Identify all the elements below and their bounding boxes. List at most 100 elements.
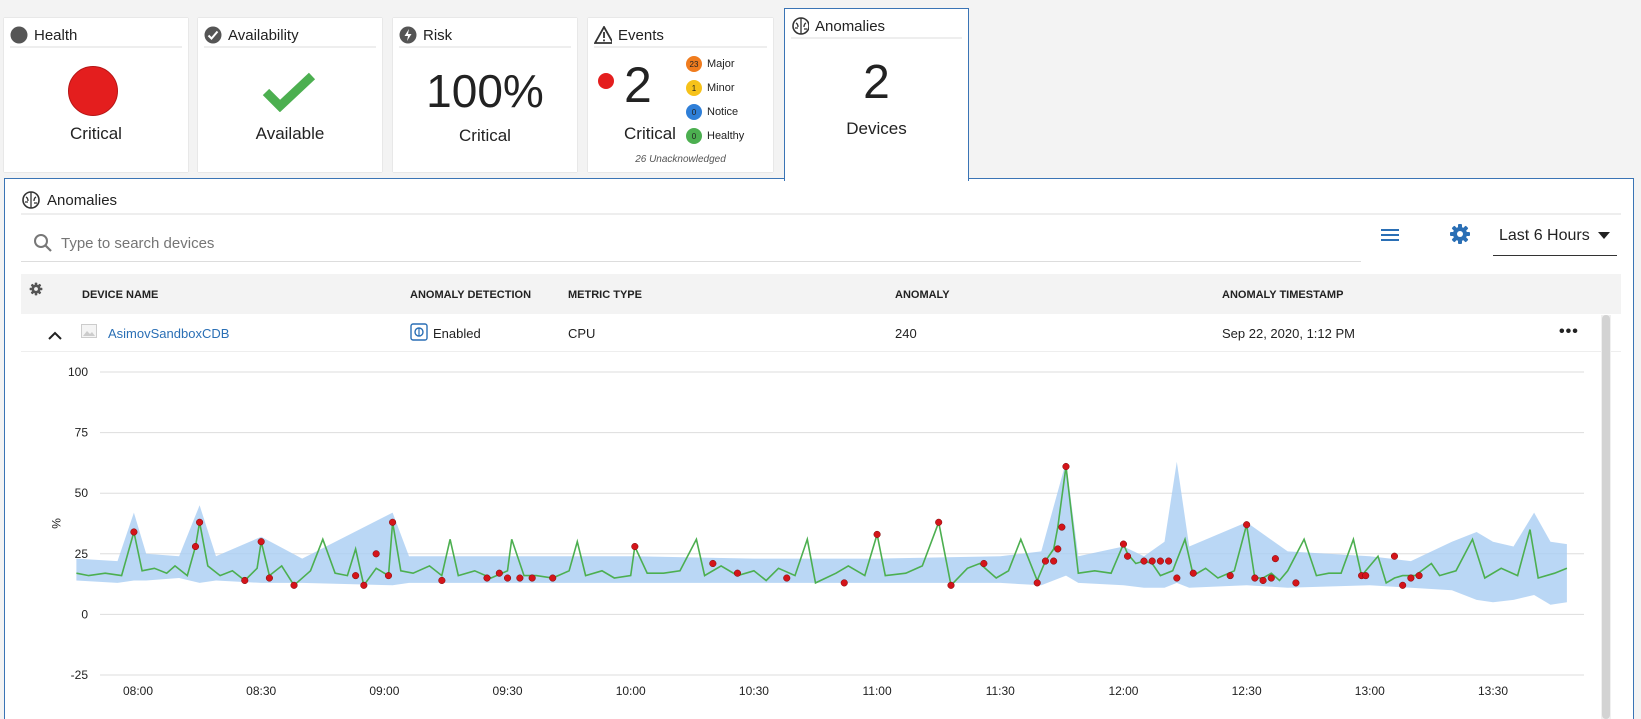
anomaly-point: [483, 574, 491, 582]
severity-count-badge: 0: [686, 104, 702, 120]
events-critical-dot: [598, 73, 614, 89]
anomaly-point: [733, 569, 742, 577]
event-severity-row[interactable]: 1 Minor: [686, 76, 744, 100]
search-input[interactable]: [59, 233, 1263, 253]
anomaly-point: [1407, 574, 1415, 582]
events-card[interactable]: Events 2 Critical 23 Major 1 Minor 0 Notice 0 H…: [588, 18, 773, 172]
anomaly-point: [1259, 576, 1267, 585]
column-header-anomaly[interactable]: ANOMALY: [895, 289, 950, 301]
anomaly-point: [873, 530, 881, 538]
y-tick-label: 0: [81, 607, 88, 621]
x-tick-label: 08:00: [123, 684, 153, 698]
risk-card-title: Risk: [423, 26, 453, 44]
anomaly-point: [352, 572, 360, 580]
warning-triangle-icon: [594, 26, 612, 44]
anomaly-point: [384, 572, 393, 580]
health-card-header: Health: [10, 24, 182, 48]
panel-header: Anomalies: [21, 187, 1621, 215]
anomaly-point: [241, 576, 249, 585]
y-tick-label: 100: [68, 365, 88, 379]
risk-status-text: Critical: [459, 126, 511, 145]
anomaly-point: [191, 542, 200, 551]
table-row[interactable]: AsimovSandboxCDB Enabled CPU 240 Sep 22,…: [21, 315, 1621, 352]
list-view-icon[interactable]: [1381, 227, 1399, 248]
column-settings-icon[interactable]: [29, 282, 43, 299]
anomaly-point: [516, 574, 524, 582]
event-severity-row[interactable]: 23 Major: [686, 52, 744, 76]
anomaly-point: [935, 518, 943, 526]
metric-type-value: CPU: [568, 326, 596, 341]
anomaly-point: [130, 528, 138, 536]
anomaly-point: [265, 574, 273, 582]
x-tick-label: 12:30: [1232, 684, 1262, 698]
severity-count-badge: 23: [686, 56, 702, 72]
anomaly-point: [1140, 557, 1148, 565]
unacknowledged-link[interactable]: 26 Unacknowledged: [635, 154, 726, 165]
table-header: DEVICE NAME ANOMALY DETECTION METRIC TYP…: [21, 274, 1621, 314]
check-circle-icon: [204, 26, 222, 44]
anomalies-card[interactable]: Anomalies 2 Devices: [784, 8, 969, 181]
scrollbar-track[interactable]: [1601, 315, 1611, 719]
events-status-text: Critical: [624, 124, 676, 143]
events-count: 2: [624, 57, 652, 113]
critical-status-circle: [68, 66, 118, 116]
anomaly-point: [389, 518, 397, 526]
column-header-anomaly-detection[interactable]: ANOMALY DETECTION: [410, 289, 532, 301]
checkmark-icon: [262, 72, 316, 112]
anomaly-point: [1271, 555, 1279, 563]
severity-label: Healthy: [707, 130, 745, 142]
x-tick-label: 11:00: [863, 684, 892, 698]
settings-gear-icon[interactable]: [1449, 223, 1471, 250]
scrollbar-thumb[interactable]: [1602, 315, 1610, 719]
brain-icon: [791, 17, 809, 35]
x-tick-label: 09:30: [493, 684, 523, 698]
anomaly-point: [1148, 557, 1156, 565]
anomaly-point: [1362, 572, 1370, 580]
column-header-metric-type[interactable]: METRIC TYPE: [568, 289, 642, 301]
anomaly-point: [980, 559, 988, 568]
brain-icon: [21, 191, 41, 209]
event-severity-row[interactable]: 0 Healthy: [686, 124, 744, 148]
anomaly-point: [438, 576, 446, 585]
anomaly-point: [1165, 557, 1173, 565]
availability-card[interactable]: Availability Available: [198, 18, 382, 172]
anomaly-point: [1189, 569, 1197, 577]
x-tick-label: 13:30: [1478, 684, 1508, 698]
anomaly-point: [549, 574, 557, 582]
anomaly-timestamp-value: Sep 22, 2020, 1:12 PM: [1222, 326, 1355, 341]
column-header-device-name[interactable]: DEVICE NAME: [82, 289, 159, 301]
chevron-up-icon[interactable]: [48, 328, 62, 343]
events-card-title: Events: [618, 26, 664, 44]
anomaly-point: [503, 574, 512, 582]
anomaly-point: [1033, 579, 1041, 587]
y-tick-label: 25: [75, 547, 89, 561]
x-tick-label: 12:00: [1108, 684, 1138, 698]
events-breakdown-list: 23 Major 1 Minor 0 Notice 0 Healthy: [686, 52, 744, 148]
anomaly-point: [495, 569, 503, 577]
more-options-icon[interactable]: •••: [1559, 323, 1579, 340]
panel-title: Anomalies: [47, 191, 118, 209]
y-axis-label: %: [49, 518, 63, 529]
device-search[interactable]: [21, 225, 1361, 262]
anomalies-panel: Anomalies Last 6 Hours DEVICE NAME ANOMA…: [4, 178, 1634, 719]
anomalies-card-header: Anomalies: [791, 15, 962, 39]
search-icon: [33, 233, 53, 253]
x-tick-label: 10:00: [616, 684, 646, 698]
device-name-link[interactable]: AsimovSandboxCDB: [108, 326, 230, 341]
risk-card[interactable]: Risk 100% Critical: [393, 18, 577, 172]
x-tick-label: 13:00: [1355, 684, 1385, 698]
anomaly-point: [1415, 572, 1423, 580]
anomaly-point: [1226, 572, 1234, 580]
anomaly-point: [528, 574, 536, 582]
x-tick-label: 08:30: [246, 684, 276, 698]
time-range-dropdown[interactable]: Last 6 Hours: [1493, 217, 1617, 256]
availability-card-title: Availability: [228, 26, 299, 44]
lightning-icon: [399, 26, 417, 44]
cpu-anomaly-chart: 100 75 50 25 0 -25% 08:00 08:30 09:00 09:30 10:00 1…: [49, 365, 1584, 698]
health-card[interactable]: Health Critical: [4, 18, 188, 172]
anomaly-point: [1173, 574, 1181, 582]
anomaly-point: [1390, 552, 1399, 560]
event-severity-row[interactable]: 0 Notice: [686, 100, 744, 124]
risk-value: 100%: [426, 65, 544, 117]
column-header-anomaly-timestamp[interactable]: ANOMALY TIMESTAMP: [1222, 289, 1344, 301]
